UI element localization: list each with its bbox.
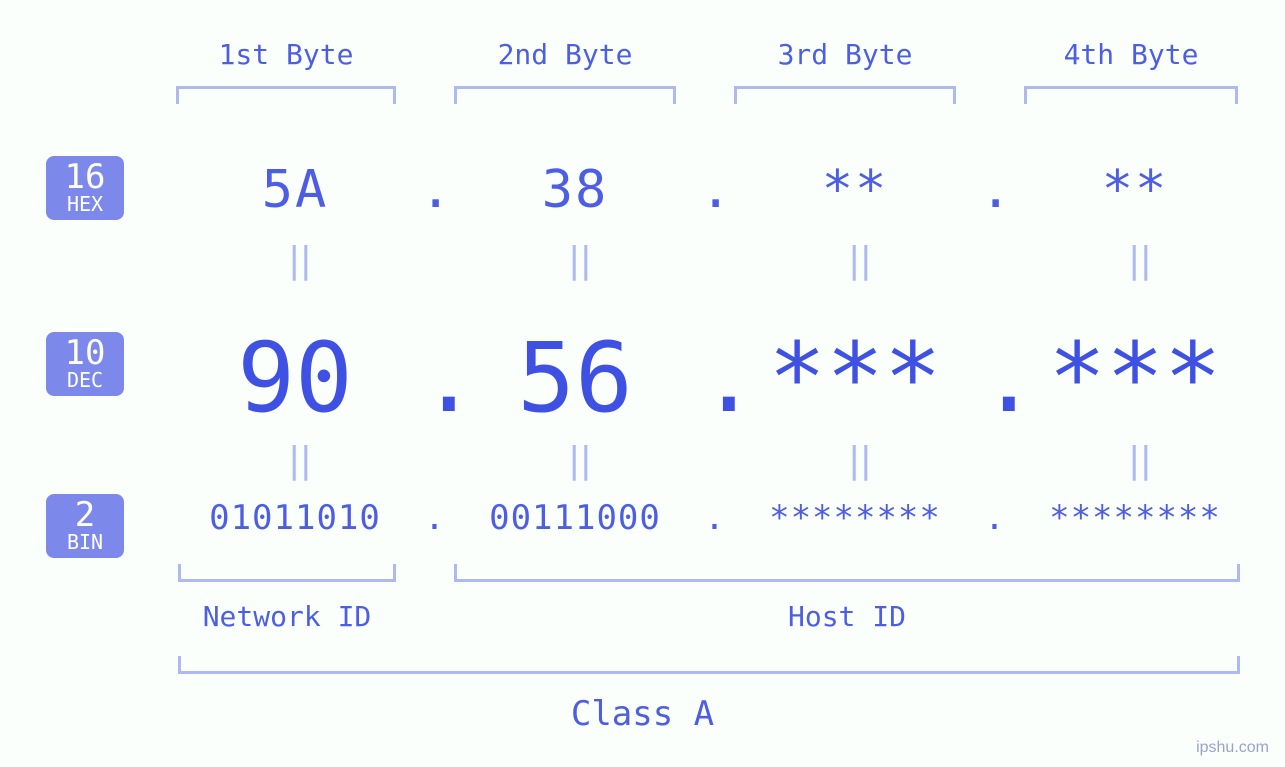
network-id-label: Network ID [178, 600, 396, 633]
equals-icon: || [170, 240, 420, 281]
top-bracket-2 [454, 86, 676, 104]
byte-label-1: 1st Byte [176, 38, 396, 71]
hex-byte-4: ** [1010, 160, 1260, 220]
separator-dot: . [700, 322, 730, 434]
hex-byte-3: ** [730, 160, 980, 220]
top-bracket-4 [1024, 86, 1238, 104]
bin-byte-2: 00111000 [450, 498, 700, 538]
watermark: ipshu.com [1196, 739, 1269, 757]
hex-row: 5A . 38 . ** . ** [170, 160, 1260, 220]
top-bracket-3 [734, 86, 956, 104]
class-label: Class A [0, 694, 1285, 734]
host-id-label: Host ID [454, 600, 1240, 633]
bin-byte-1: 01011010 [170, 498, 420, 538]
dec-row: 90 . 56 . *** . *** [170, 322, 1260, 434]
byte-label-4: 4th Byte [1024, 38, 1238, 71]
equals-icon: || [450, 240, 700, 281]
dec-byte-4: *** [1010, 322, 1260, 434]
host-bracket [454, 564, 1240, 582]
dec-byte-1: 90 [170, 322, 420, 434]
equals-row-2: || || || || [170, 440, 1260, 481]
base-badge-hex: 16 HEX [46, 156, 124, 220]
separator-dot: . [700, 160, 730, 220]
bin-byte-4: ******** [1010, 498, 1260, 538]
base-badge-dec-txt: DEC [46, 370, 124, 390]
equals-icon: || [730, 440, 980, 481]
separator-dot: . [980, 160, 1010, 220]
base-badge-hex-txt: HEX [46, 194, 124, 214]
equals-icon: || [1010, 240, 1260, 281]
equals-icon: || [1010, 440, 1260, 481]
diagram-container: 1st Byte 2nd Byte 3rd Byte 4th Byte 16 H… [0, 0, 1285, 767]
top-bracket-1 [176, 86, 396, 104]
equals-icon: || [730, 240, 980, 281]
hex-byte-1: 5A [170, 160, 420, 220]
network-bracket [178, 564, 396, 582]
separator-dot: . [700, 498, 730, 538]
base-badge-bin-txt: BIN [46, 532, 124, 552]
byte-label-2: 2nd Byte [454, 38, 676, 71]
base-badge-dec-num: 10 [46, 336, 124, 372]
dec-byte-2: 56 [450, 322, 700, 434]
class-bracket [178, 656, 1240, 674]
separator-dot: . [980, 322, 1010, 434]
base-badge-hex-num: 16 [46, 160, 124, 196]
equals-icon: || [450, 440, 700, 481]
bin-row: 01011010 . 00111000 . ******** . *******… [170, 498, 1260, 538]
separator-dot: . [420, 322, 450, 434]
bin-byte-3: ******** [730, 498, 980, 538]
separator-dot: . [420, 498, 450, 538]
equals-icon: || [170, 440, 420, 481]
base-badge-dec: 10 DEC [46, 332, 124, 396]
separator-dot: . [420, 160, 450, 220]
byte-label-3: 3rd Byte [734, 38, 956, 71]
hex-byte-2: 38 [450, 160, 700, 220]
dec-byte-3: *** [730, 322, 980, 434]
equals-row-1: || || || || [170, 240, 1260, 281]
separator-dot: . [980, 498, 1010, 538]
base-badge-bin: 2 BIN [46, 494, 124, 558]
base-badge-bin-num: 2 [46, 498, 124, 534]
